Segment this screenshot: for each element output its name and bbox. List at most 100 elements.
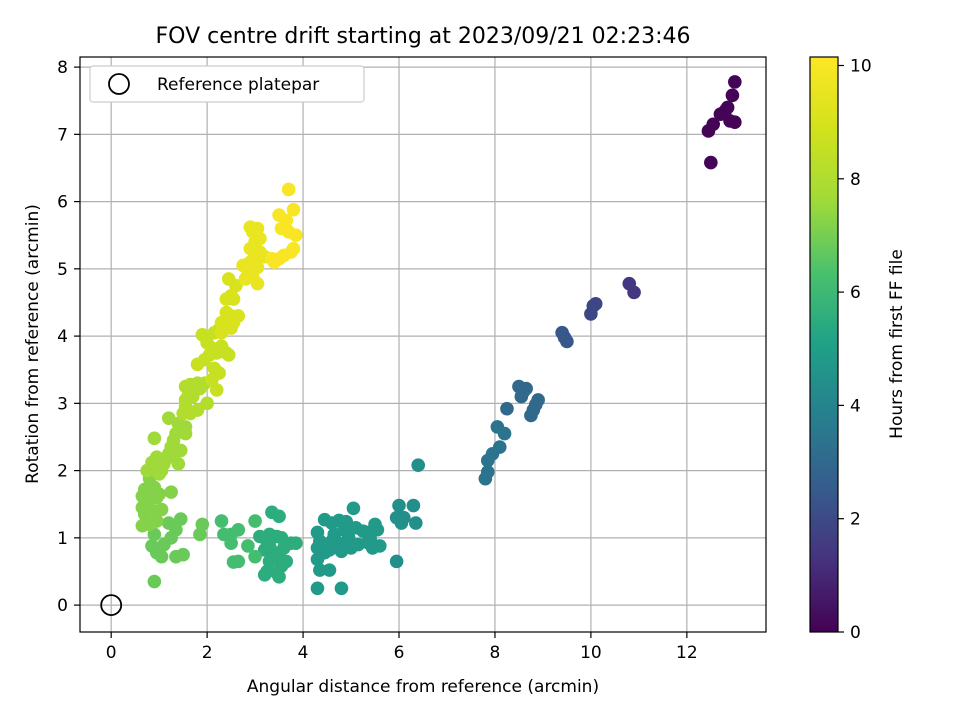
y-tick-label: 7 — [57, 125, 68, 145]
x-tick-label: 8 — [490, 643, 501, 663]
legend-box — [89, 65, 365, 103]
data-point — [147, 527, 162, 542]
data-point — [279, 213, 294, 228]
data-point — [406, 498, 421, 513]
data-point — [310, 552, 325, 567]
y-tick-label: 2 — [57, 462, 68, 482]
data-point — [394, 516, 409, 530]
data-point — [147, 431, 162, 446]
data-point — [221, 348, 236, 362]
data-point — [704, 155, 718, 170]
data-point — [185, 389, 200, 404]
y-axis-label: Rotation from reference (arcmin) — [23, 204, 43, 484]
data-point — [257, 568, 272, 582]
data-point — [209, 383, 224, 397]
data-point — [250, 276, 265, 291]
data-point — [250, 260, 265, 275]
y-tick-label: 5 — [57, 260, 68, 280]
data-point — [231, 554, 246, 569]
colorbar: 0 2 4 6 8 10 Hours from first FF file — [809, 56, 907, 643]
data-point — [241, 539, 255, 553]
data-point — [411, 458, 426, 473]
colorbar-tick-label: 6 — [850, 283, 861, 303]
data-point — [164, 485, 178, 499]
chart-title: FOV centre drift starting at 2023/09/21 … — [156, 24, 691, 49]
data-point — [205, 373, 219, 387]
data-point — [500, 401, 514, 416]
data-point — [226, 292, 241, 306]
data-point — [231, 309, 246, 323]
data-point — [310, 581, 325, 596]
colorbar-gradient — [809, 56, 839, 633]
colorbar-tick-label: 8 — [850, 170, 861, 190]
data-points — [135, 75, 742, 596]
data-point — [248, 549, 262, 564]
data-point — [171, 457, 186, 471]
y-tick-label: 0 — [57, 596, 68, 616]
data-point — [272, 570, 286, 584]
data-point — [713, 107, 728, 121]
data-point — [322, 563, 337, 577]
data-point — [190, 403, 205, 417]
x-tick-label: 6 — [394, 643, 405, 663]
colorbar-tick-label: 0 — [850, 623, 861, 643]
data-point — [627, 285, 641, 300]
data-point — [728, 115, 742, 130]
data-point — [154, 502, 169, 517]
data-point — [248, 514, 262, 528]
colorbar-ticks: 0 2 4 6 8 10 — [838, 56, 872, 643]
data-point — [224, 321, 238, 335]
x-tick-label: 10 — [580, 643, 602, 663]
data-point — [480, 453, 495, 468]
data-point — [514, 389, 529, 404]
data-point — [224, 536, 238, 551]
data-point — [365, 541, 380, 555]
y-tick-label: 8 — [57, 58, 68, 78]
data-point — [152, 467, 166, 481]
data-point — [152, 487, 166, 501]
x-tick-label: 12 — [676, 643, 698, 663]
data-point — [286, 241, 301, 256]
y-tick-label: 1 — [57, 529, 68, 549]
data-point — [281, 182, 296, 197]
data-point — [322, 543, 337, 557]
legend-entry-reference: Reference platepar — [157, 75, 319, 95]
data-point — [728, 75, 742, 89]
data-point — [176, 547, 190, 562]
data-point — [392, 498, 406, 513]
data-point — [265, 251, 279, 266]
data-point — [173, 512, 188, 526]
data-point — [147, 574, 162, 589]
colorbar-tick-label: 10 — [850, 56, 872, 76]
data-point — [200, 396, 214, 411]
reference-point-marker — [100, 594, 123, 616]
data-point — [701, 124, 716, 138]
data-point — [178, 426, 193, 441]
x-tick-label: 2 — [202, 643, 213, 663]
data-point — [389, 554, 404, 569]
data-point — [524, 408, 538, 423]
colorbar-label: Hours from first FF file — [887, 249, 907, 439]
data-point — [253, 529, 267, 544]
data-point — [157, 457, 171, 471]
y-tick-label: 6 — [57, 193, 68, 213]
y-tick-label: 3 — [57, 394, 68, 414]
x-axis-label: Angular distance from reference (arcmin) — [247, 677, 599, 697]
data-point — [161, 516, 176, 530]
data-point — [725, 88, 740, 103]
data-point — [286, 202, 301, 217]
data-point — [149, 545, 164, 560]
x-tick-label: 4 — [298, 643, 309, 663]
data-point — [560, 334, 574, 349]
data-point — [262, 539, 277, 553]
legend: Reference platepar — [89, 65, 365, 103]
plot-frame — [79, 56, 767, 633]
data-point — [351, 537, 366, 552]
colorbar-tick-label: 4 — [850, 396, 861, 416]
colorbar-tick-label: 2 — [850, 510, 861, 530]
data-point — [334, 581, 349, 596]
data-point — [584, 307, 598, 321]
x-tick-label: 0 — [106, 643, 117, 663]
